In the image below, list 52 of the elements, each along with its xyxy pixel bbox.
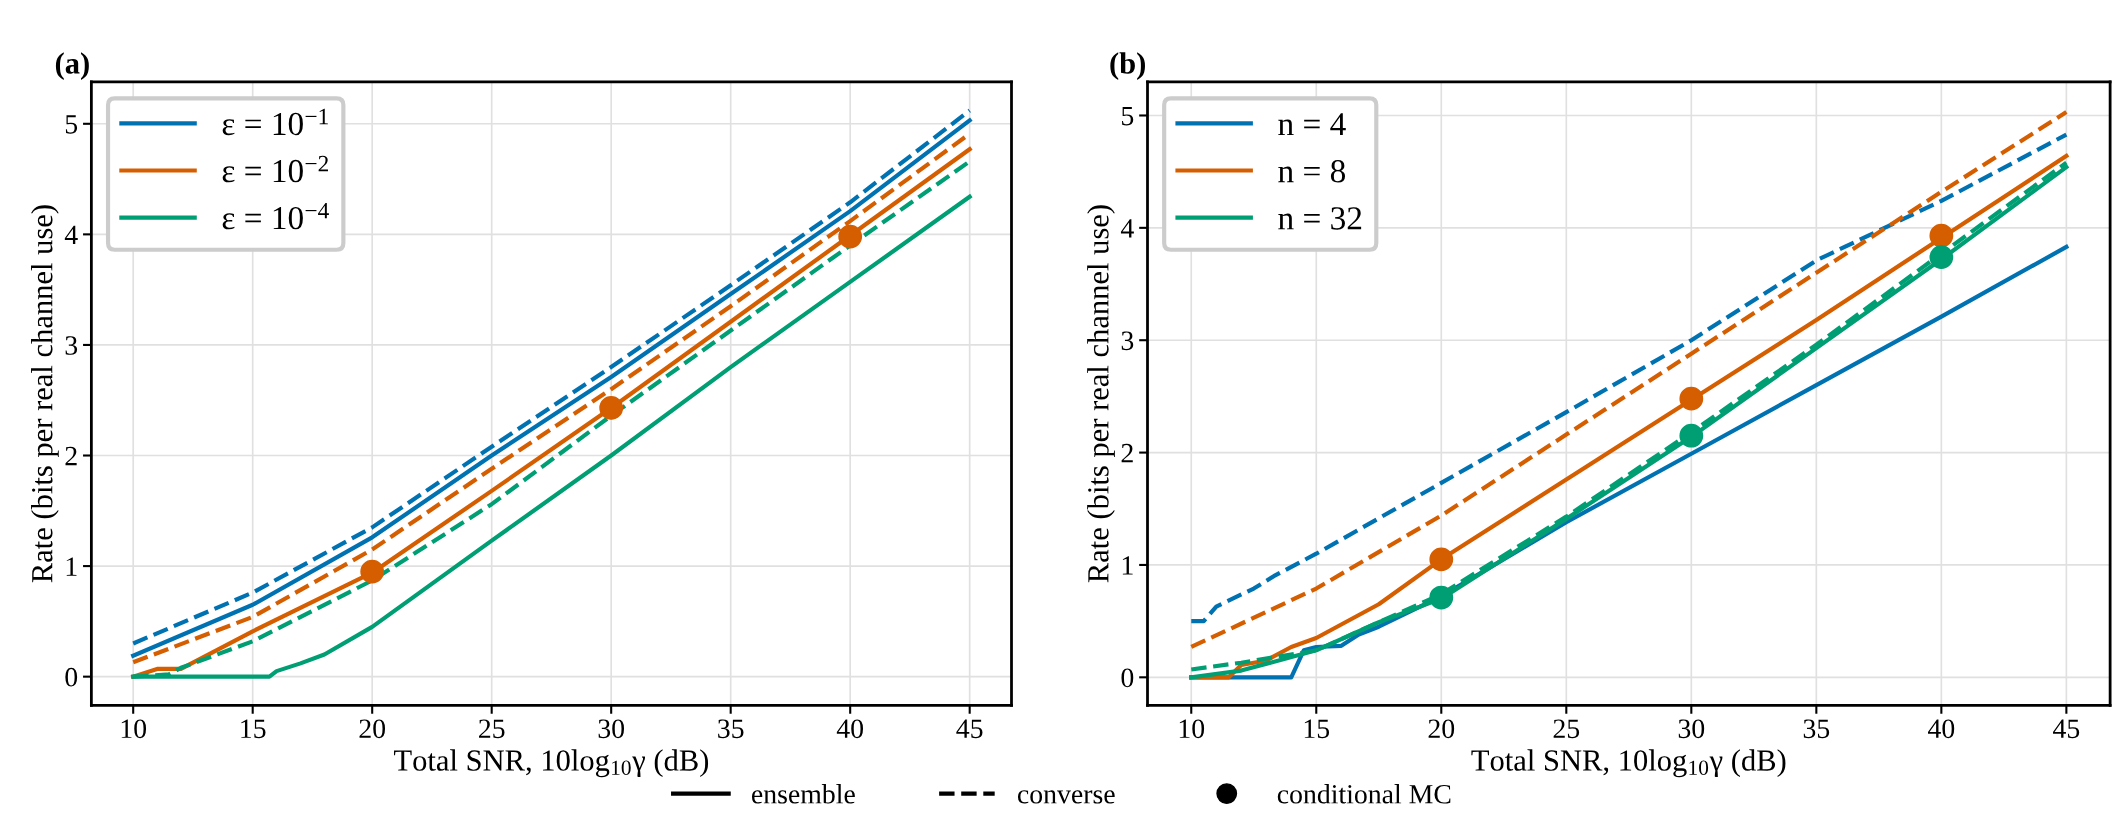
legend-label: ε = 10$^{−2}$ xyxy=(222,155,328,183)
y-tick-label: 0 xyxy=(65,667,78,687)
point xyxy=(1679,423,1704,448)
y-tick-label: 4 xyxy=(64,225,78,244)
y-tick-label: 3 xyxy=(1121,331,1134,351)
legend-label: n = 8 xyxy=(1278,160,1346,183)
legend-label: ε = 10$^{−1}$ xyxy=(222,108,328,136)
x-tick-label: 15 xyxy=(241,719,266,739)
y-axis-title: Rate (bits per real channel use) xyxy=(1087,205,1115,583)
x-tick-label: 40 xyxy=(1928,719,1955,739)
y-tick-label: 2 xyxy=(1121,443,1133,463)
x-tick-label: 30 xyxy=(598,719,625,739)
x-tick-label: 35 xyxy=(718,719,744,739)
x-tick-label: 25 xyxy=(479,719,505,739)
point xyxy=(599,396,624,420)
x-tick-label: 25 xyxy=(1553,719,1580,739)
y-tick-label: 1 xyxy=(66,557,77,576)
point xyxy=(1929,223,1954,248)
text: ensemble xyxy=(751,784,855,804)
y-tick-label: 0 xyxy=(1121,668,1134,688)
y-axis-title: Rate (bits per real channel use) xyxy=(31,205,59,583)
legend-label: ε = 10$^{−4}$ xyxy=(222,202,329,230)
x-axis-title: Total SNR, 10log$_{10}$γ (dB) xyxy=(1471,749,1786,778)
y-tick-label: 5 xyxy=(65,115,78,134)
chart-title: (b) xyxy=(1110,52,1145,80)
x-tick-label: 45 xyxy=(2053,719,2080,739)
legend-label: n = 32 xyxy=(1278,207,1362,230)
point xyxy=(1929,245,1954,269)
x-tick-label: 40 xyxy=(836,719,864,739)
y-tick-label: 1 xyxy=(1122,556,1133,575)
x-tick-label: 10 xyxy=(1179,719,1205,739)
x-tick-label: 30 xyxy=(1678,719,1705,739)
point xyxy=(1429,585,1454,610)
chart-title: (a) xyxy=(55,52,89,80)
y-tick-label: 3 xyxy=(65,336,78,355)
x-tick-label: 20 xyxy=(1428,719,1455,739)
x-axis-title: Total SNR, 10log$_{10}$γ (dB) xyxy=(394,749,709,778)
y-tick-label: 2 xyxy=(65,446,77,466)
x-tick-label: 20 xyxy=(359,719,386,739)
text: conditional MC xyxy=(1277,784,1451,804)
y-tick-label: 4 xyxy=(1120,219,1134,238)
point xyxy=(1679,386,1704,411)
text: converse xyxy=(1017,790,1115,804)
x-tick-label: 15 xyxy=(1304,719,1330,739)
x-tick-label: 10 xyxy=(121,719,147,739)
y-tick-label: 5 xyxy=(1122,106,1134,126)
point xyxy=(360,559,385,584)
x-tick-label: 45 xyxy=(956,719,983,739)
x-tick-label: 35 xyxy=(1803,719,1830,739)
legend-label: n = 4 xyxy=(1278,113,1346,136)
point xyxy=(838,224,863,249)
point xyxy=(1429,547,1454,572)
